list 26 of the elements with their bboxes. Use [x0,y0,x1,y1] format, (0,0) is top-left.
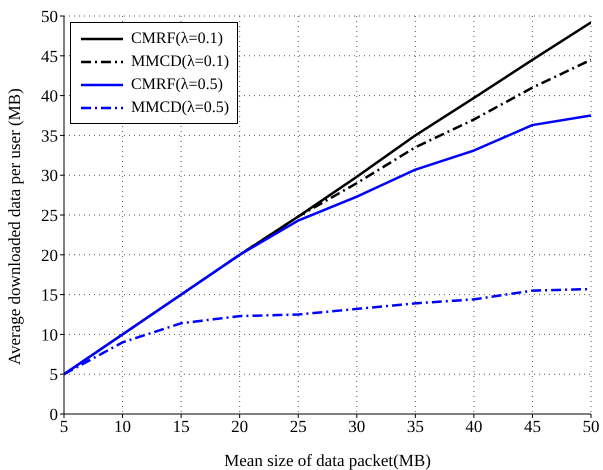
y-tick-label: 5 [50,365,58,384]
x-tick-label: 25 [290,417,307,436]
x-tick-label: 20 [231,417,248,436]
x-tick-label: 10 [114,417,132,436]
x-tick-label: 50 [582,417,600,436]
x-tick-label: 15 [172,417,190,436]
x-axis-title: Mean size of data packet(MB) [224,451,431,470]
y-tick-label: 50 [41,7,58,26]
legend-label: CMRF(λ=0.5) [131,76,223,94]
x-tick-label: 45 [524,417,541,436]
y-tick-label: 35 [41,126,58,146]
y-tick-label: 0 [50,405,58,424]
y-tick-label: 40 [41,86,58,106]
legend-label: MMCD(λ=0.1) [131,52,230,70]
y-axis-title: Average downloaded data per user (MB) [5,88,24,365]
y-tick-label: 20 [41,246,58,265]
y-tick-label: 45 [41,46,58,66]
x-tick-label: 40 [465,417,482,436]
legend-label: CMRF(λ=0.1) [131,30,223,48]
x-tick-label: 35 [406,417,424,436]
y-tick-label: 10 [41,325,58,344]
x-tick-label: 30 [348,417,366,436]
legend-label: MMCD(λ=0.5) [131,98,230,116]
y-tick-label: 25 [41,206,58,226]
y-tick-label: 15 [41,286,58,305]
y-tick-label: 30 [41,166,58,186]
